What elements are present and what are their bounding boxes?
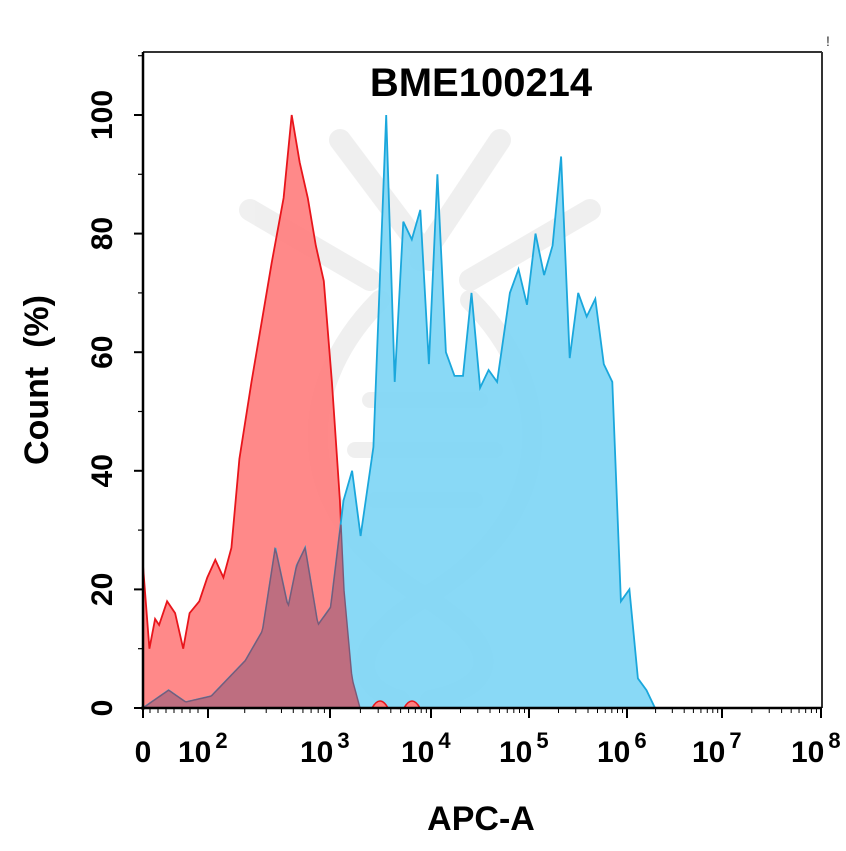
y-axis-tick-labels: 0 20 40 60 80 100: [86, 90, 119, 716]
x-tick-label: 10 4: [401, 728, 451, 769]
y-tick-label: 0: [86, 700, 119, 717]
x-tick-label: 10 7: [692, 728, 742, 769]
x-tick-label: 10 2: [178, 728, 228, 769]
x-tick-label: 10 8: [791, 728, 841, 769]
overlap-histogram-area: [143, 524, 361, 708]
x-axis-tick-labels: 0 10 2 10 3 10 4 10 5 10 6 10 7 10 8: [135, 728, 841, 769]
y-tick-label: 80: [86, 217, 119, 250]
axes-frame: [141, 51, 823, 710]
x-axis-label: APC-A: [427, 800, 535, 838]
x-axis-ticks: [142, 708, 822, 718]
x-tick-label: 10 5: [499, 728, 549, 769]
corner-mark: !: [826, 33, 830, 49]
y-tick-label: 100: [86, 90, 119, 140]
y-tick-label: 60: [86, 336, 119, 369]
y-tick-label: 20: [86, 573, 119, 606]
y-tick-label: 40: [86, 454, 119, 487]
y-axis-label: Count (%): [18, 295, 56, 465]
x-tick-label: 0: [135, 736, 152, 769]
y-axis-ticks: [134, 55, 143, 709]
chart-title: BME100214: [370, 61, 593, 105]
x-tick-label: 10 6: [597, 728, 647, 769]
x-tick-label: 10 3: [300, 728, 350, 769]
